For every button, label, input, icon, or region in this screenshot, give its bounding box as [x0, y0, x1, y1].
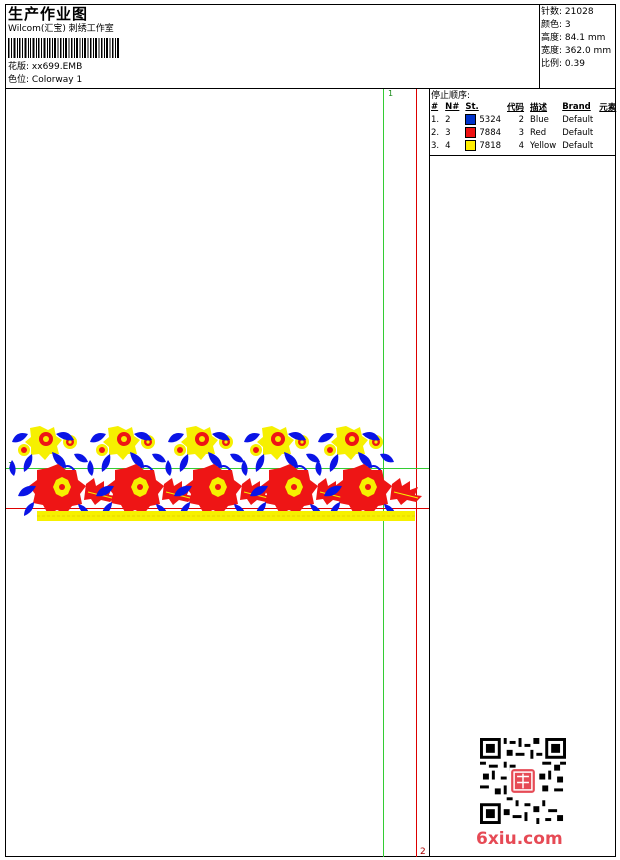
- header-divider: [5, 88, 616, 89]
- color-swatch-icon: [465, 140, 477, 151]
- panel-divider: [429, 88, 430, 857]
- design-file-name: xx699.EMB: [31, 62, 83, 72]
- page-frame: [5, 4, 616, 857]
- design-file-label: 花版:: [8, 62, 30, 72]
- table-bottom-divider: [429, 155, 616, 156]
- embroidery-design: [8, 425, 423, 521]
- table-row: 3. 4 7818 4 Yellow Default: [431, 140, 594, 151]
- col-header: 描述: [530, 103, 548, 113]
- stat-colors: 颜色: 3: [541, 20, 571, 30]
- colorway-label: 色位:: [8, 75, 30, 85]
- stat-stitches: 针数: 21028: [541, 7, 594, 17]
- barcode-icon: [8, 38, 119, 58]
- stats-divider: [539, 4, 540, 88]
- col-header: 元素: [599, 103, 617, 113]
- red-vertical-guide: [416, 89, 417, 857]
- color-swatch-icon: [465, 114, 477, 125]
- stop-sequence-label: 停止顺序:: [431, 91, 471, 101]
- red-guide-label-bottom: 2: [420, 847, 426, 857]
- color-sequence-table: # N# St. 代码 描述 Brand 元素 1. 2 5324 2 Blue…: [429, 101, 620, 152]
- page-title: 生产作业图: [8, 5, 89, 23]
- color-swatch-icon: [465, 127, 477, 138]
- col-header: Brand: [562, 102, 591, 112]
- design-motif: [240, 425, 349, 517]
- stat-width: 宽度: 362.0 mm: [541, 46, 612, 56]
- col-header: St.: [465, 102, 479, 112]
- colorway-row: 色位: Colorway 1: [8, 75, 82, 86]
- design-stats: 针数: 21028 颜色: 3 高度: 84.1 mm 宽度: 362.0 mm…: [541, 6, 611, 71]
- col-header: #: [431, 102, 439, 112]
- col-header: 代码: [507, 103, 525, 113]
- design-file-row: 花版: xx699.EMB: [8, 62, 82, 73]
- qr-code-icon: [480, 738, 566, 824]
- yellow-border-band: [37, 511, 415, 521]
- green-vertical-guide: [383, 89, 384, 857]
- col-header: N#: [445, 102, 460, 112]
- design-motif: [314, 425, 423, 517]
- table-row: 2. 3 7884 3 Red Default: [431, 127, 594, 138]
- table-header-row: # N# St. 代码 描述 Brand 元素: [429, 101, 620, 113]
- studio-name: Wilcom(汇宝) 刺绣工作室: [8, 24, 114, 34]
- stat-height: 高度: 84.1 mm: [541, 33, 606, 43]
- site-watermark: 6xiu.com: [476, 829, 563, 849]
- stat-scale: 比例: 0.39: [541, 59, 585, 69]
- colorway-name: Colorway 1: [31, 75, 83, 85]
- green-guide-label-top: 1: [388, 89, 394, 98]
- table-row: 1. 2 5324 2 Blue Default: [431, 114, 594, 125]
